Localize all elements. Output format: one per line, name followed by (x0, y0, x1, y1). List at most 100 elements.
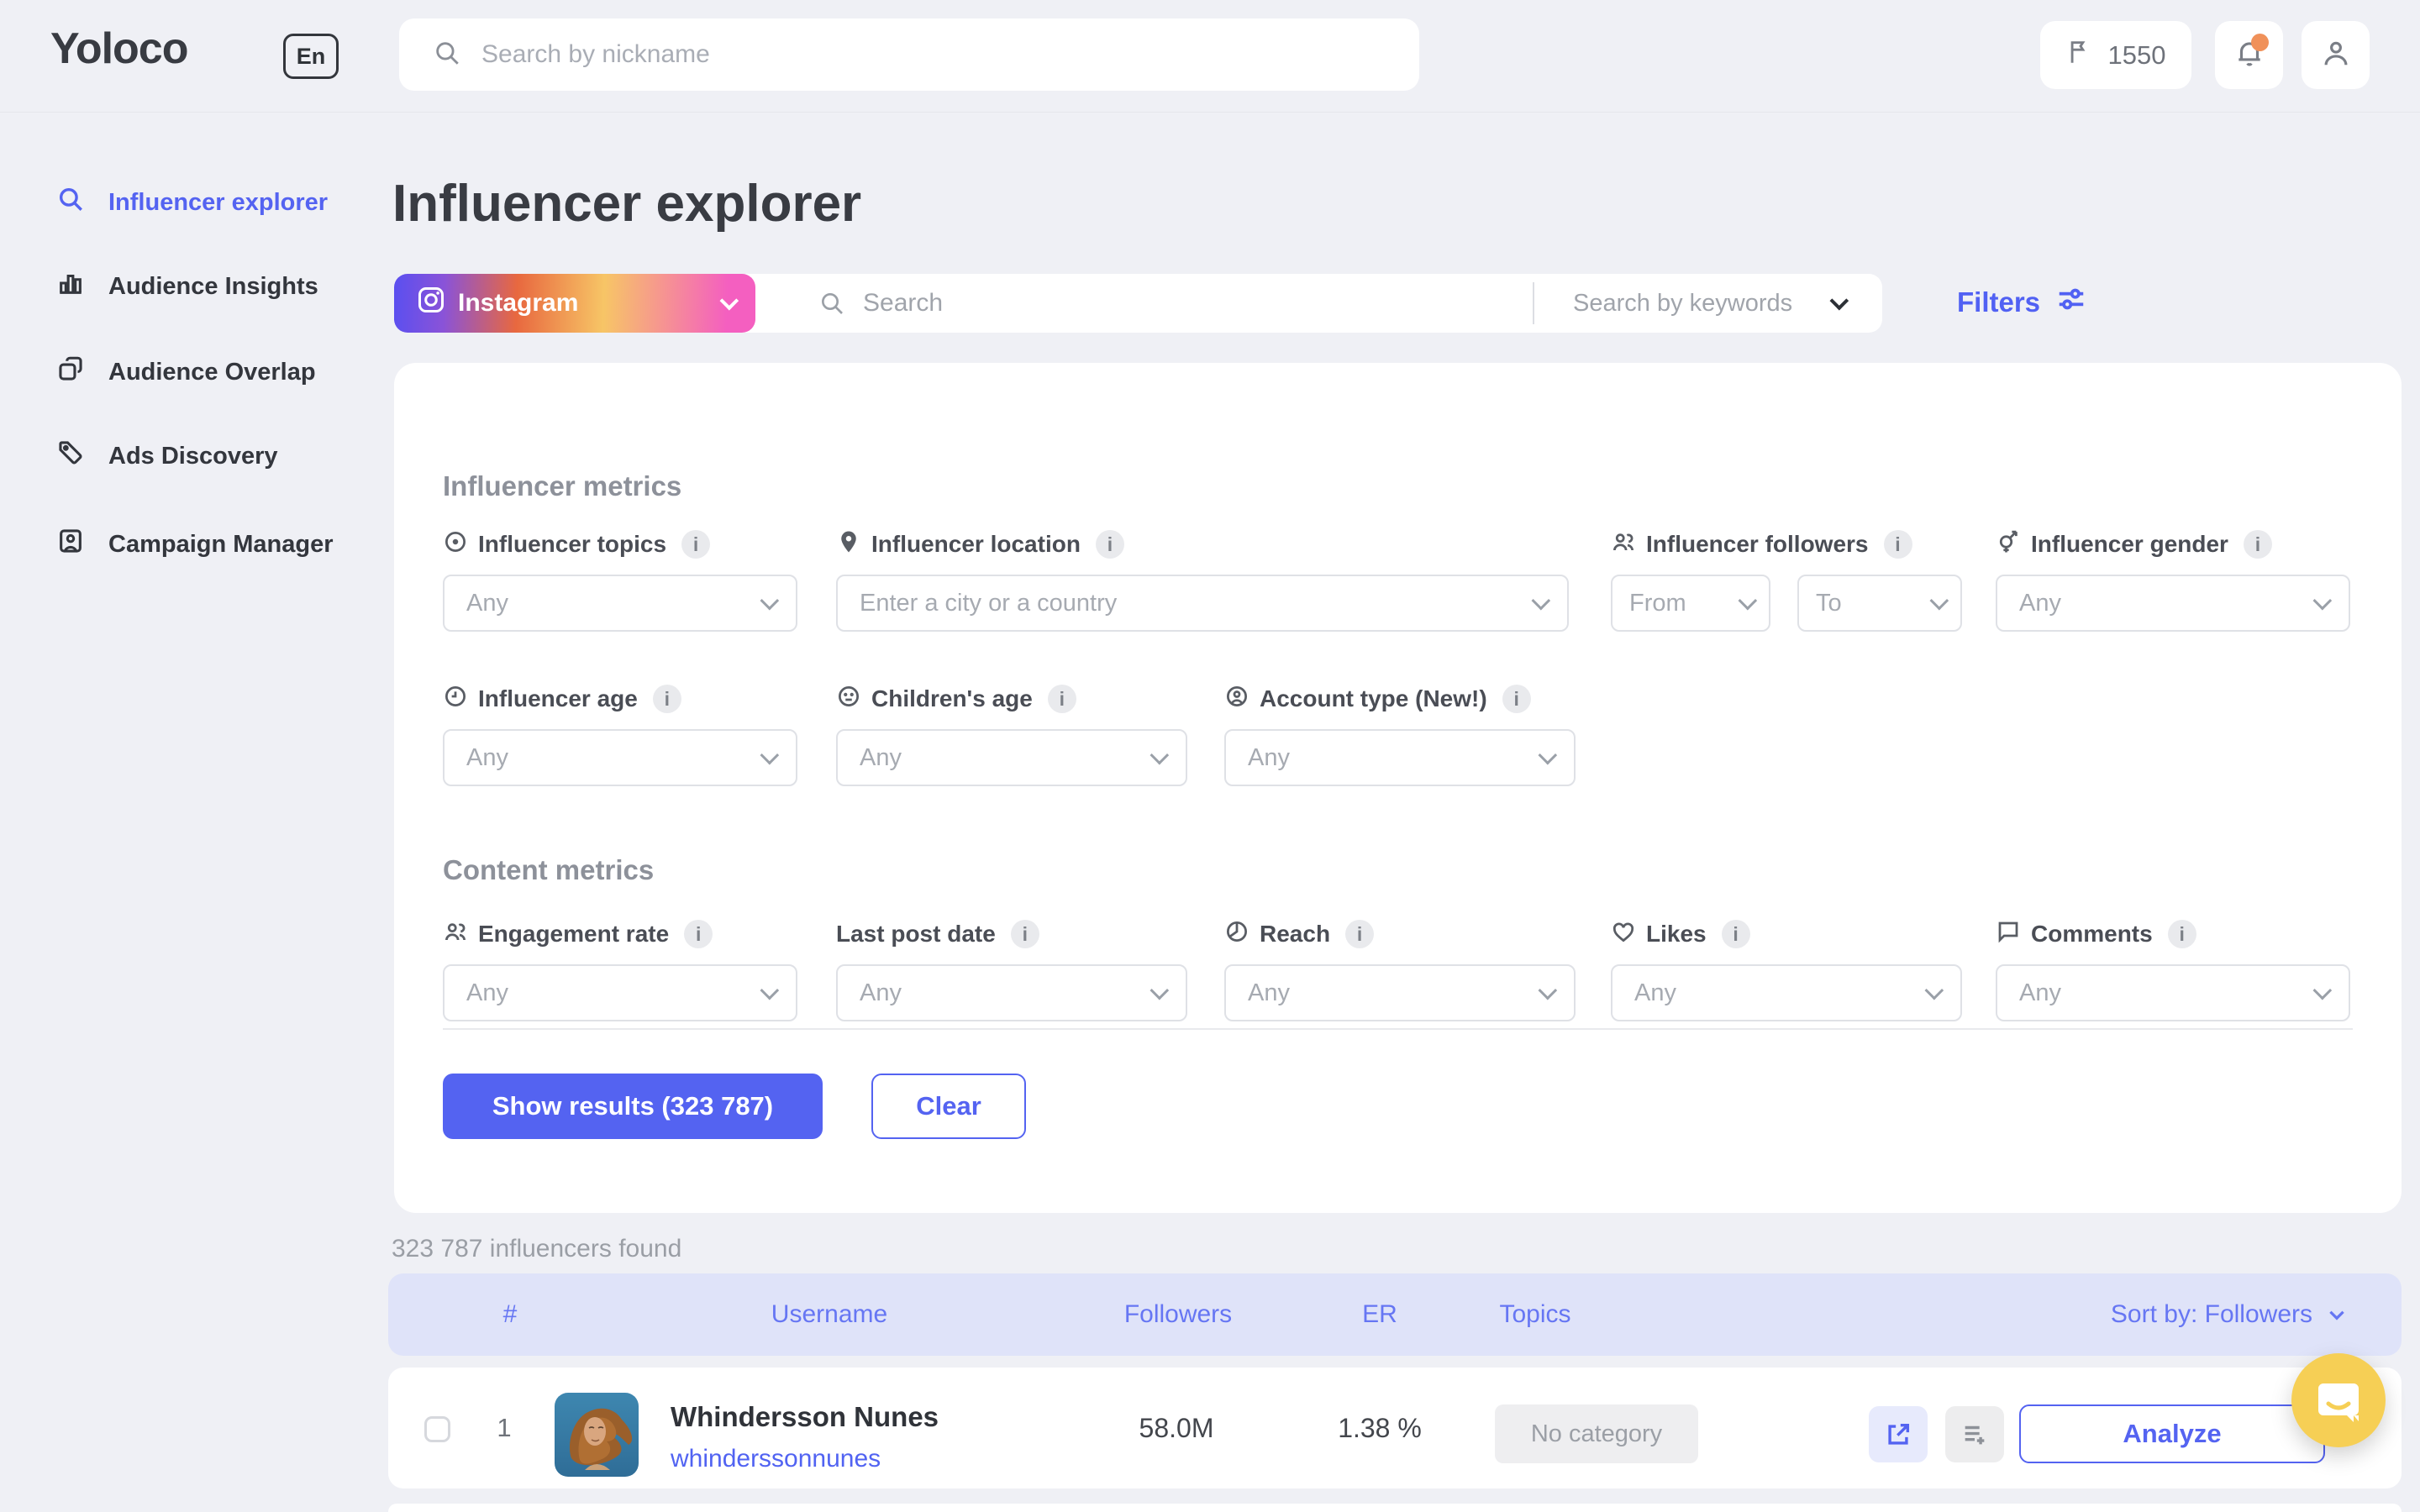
info-icon[interactable]: i (2167, 920, 2196, 948)
select-value: Any (2019, 979, 2061, 1006)
reach-select[interactable]: Any (1224, 964, 1576, 1021)
followers-from-select[interactable]: From (1611, 575, 1770, 632)
filter-reach: Reach i Any (1224, 917, 1576, 1021)
info-icon[interactable]: i (1721, 920, 1750, 948)
analyze-button[interactable]: Analyze (2019, 1404, 2325, 1463)
notifications-button[interactable] (2215, 21, 2283, 89)
filter-influencer-gender: Influencer gender i Any (1996, 528, 2350, 632)
chevron-down-icon (2312, 980, 2333, 1000)
filter-account-type: Account type (New!) i Any (1224, 682, 1576, 786)
chevron-down-icon (1929, 591, 1949, 611)
chat-widget-button[interactable] (2291, 1353, 2386, 1447)
nickname-search-input[interactable] (481, 40, 1386, 69)
age-icon (443, 684, 468, 715)
row-checkbox[interactable] (424, 1416, 450, 1442)
info-icon[interactable]: i (2243, 530, 2272, 559)
chevron-down-icon (760, 591, 780, 611)
select-value: Any (466, 979, 508, 1006)
comments-icon (1996, 919, 2021, 950)
followers-icon (1611, 529, 1636, 560)
engagement-rate-select[interactable]: Any (443, 964, 797, 1021)
info-icon[interactable]: i (1345, 920, 1375, 948)
influencer-metrics-title: Influencer metrics (443, 470, 682, 501)
info-icon[interactable]: i (684, 920, 713, 948)
followers-to-select[interactable]: To (1797, 575, 1962, 632)
search-icon (818, 290, 845, 321)
chevron-down-icon (1924, 980, 1944, 1000)
influencer-search-input[interactable] (863, 274, 1518, 333)
info-icon[interactable]: i (652, 685, 681, 713)
last-post-date-select[interactable]: Any (836, 964, 1187, 1021)
column-header-followers[interactable]: Followers (1123, 1300, 1233, 1328)
filter-engagement-rate: Engagement rate i Any (443, 917, 797, 1021)
select-value: Any (1634, 979, 1676, 1006)
age-select[interactable]: Any (443, 729, 797, 786)
sidebar-item-label: Audience Overlap (108, 358, 316, 386)
children-age-select[interactable]: Any (836, 729, 1187, 786)
network-search-bar: Instagram Search by keywords (394, 274, 1882, 333)
network-selector[interactable]: Instagram (394, 274, 755, 333)
sidebar-item-influencer-explorer[interactable]: Influencer explorer (34, 176, 387, 228)
clear-button[interactable]: Clear (871, 1074, 1026, 1139)
open-profile-button[interactable] (1869, 1406, 1928, 1462)
sidebar-item-audience-overlap[interactable]: Audience Overlap (34, 346, 387, 398)
likes-select[interactable]: Any (1611, 964, 1962, 1021)
children-icon (836, 684, 861, 715)
info-icon[interactable]: i (1047, 685, 1076, 713)
language-switcher[interactable]: En (283, 34, 339, 79)
divider (443, 1028, 2353, 1030)
sidebar-item-label: Audience Insights (108, 272, 318, 300)
gender-select[interactable]: Any (1996, 575, 2350, 632)
next-row-partial (388, 1504, 2402, 1512)
comments-select[interactable]: Any (1996, 964, 2350, 1021)
add-to-list-button[interactable] (1945, 1406, 2004, 1462)
select-value: Any (860, 979, 902, 1006)
nickname-search-bar[interactable] (399, 18, 1419, 91)
sidebar-item-ads-discovery[interactable]: Ads Discovery (34, 430, 387, 482)
topics-select[interactable]: Any (443, 575, 797, 632)
keywords-dropdown[interactable]: Search by keywords (1573, 274, 1882, 333)
filters-toggle[interactable]: Filters (1957, 283, 2087, 322)
filter-childrens-age: Children's age i Any (836, 682, 1187, 786)
gender-icon (1996, 529, 2021, 560)
avatar (555, 1393, 639, 1477)
chevron-down-icon (1150, 745, 1170, 765)
column-header-er[interactable]: ER (1362, 1300, 1397, 1328)
overlap-icon (56, 354, 85, 390)
info-icon[interactable]: i (1502, 685, 1531, 713)
select-value: Any (860, 743, 902, 771)
info-icon[interactable]: i (1095, 530, 1124, 559)
divider (1533, 282, 1534, 324)
filter-comments: Comments i Any (1996, 917, 2350, 1021)
column-header-username[interactable]: Username (771, 1300, 888, 1328)
sort-by-label: Sort by: Followers (2110, 1300, 2312, 1328)
reports-counter-button[interactable]: 1550 (2040, 21, 2191, 89)
show-results-button[interactable]: Show results (323 787) (443, 1074, 823, 1139)
influencer-handle-link[interactable]: whinderssonnunes (671, 1445, 881, 1473)
account-type-select[interactable]: Any (1224, 729, 1576, 786)
chevron-down-icon (1738, 591, 1758, 611)
content-metrics-title: Content metrics (443, 854, 655, 885)
person-icon (2320, 37, 2352, 73)
location-select[interactable]: Enter a city or a country (836, 575, 1569, 632)
info-icon[interactable]: i (1010, 920, 1039, 948)
sidebar-item-label: Influencer explorer (108, 188, 329, 216)
influencer-name: Whindersson Nunes (671, 1401, 939, 1432)
row-index: 1 (497, 1413, 512, 1442)
filters-label: Filters (1957, 286, 2041, 318)
column-header-topics[interactable]: Topics (1499, 1300, 1571, 1328)
app-logo: Yoloco (50, 24, 188, 73)
chevron-down-icon (1150, 980, 1170, 1000)
field-label: Influencer topics (478, 531, 667, 557)
select-value: Any (2019, 589, 2061, 617)
sidebar-item-audience-insights[interactable]: Audience Insights (34, 260, 387, 312)
chevron-down-icon (1531, 591, 1551, 611)
chevron-down-icon (1829, 291, 1849, 311)
info-icon[interactable]: i (1883, 530, 1912, 559)
sidebar-item-campaign-manager[interactable]: Campaign Manager (34, 518, 387, 570)
sidebar-item-label: Campaign Manager (108, 530, 334, 558)
column-header-index[interactable]: # (502, 1300, 518, 1328)
sort-by-dropdown[interactable]: Sort by: Followers (2111, 1273, 2348, 1356)
info-icon[interactable]: i (681, 530, 711, 559)
profile-button[interactable] (2302, 21, 2370, 89)
